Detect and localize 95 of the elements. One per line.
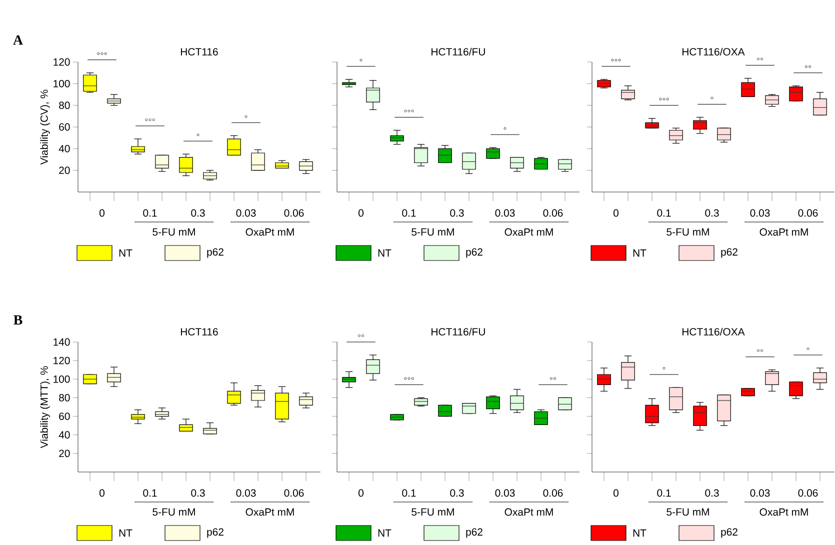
chart-title: HCT116 (180, 328, 218, 336)
text: OxaPt mM (760, 508, 808, 516)
legend-label: p62 (466, 248, 482, 258)
y-tick-label: 40 (58, 144, 70, 152)
x-tick-label: 0 (100, 209, 104, 217)
x-tick-label: 0.3 (705, 489, 719, 497)
y-tick-label: 60 (59, 123, 70, 131)
x-tick-label: 0.3 (450, 209, 464, 217)
chart-title: HCT116/FU (432, 328, 485, 336)
text: °°° (611, 58, 621, 62)
annotation: ° (806, 348, 810, 350)
text: °°° (97, 52, 107, 55)
legend-label: p62 (721, 528, 738, 538)
x-tick-label: 0.1 (402, 209, 416, 217)
x-tick-label: 0.1 (143, 489, 157, 497)
y-axis-title: Viability (MTT), % (40, 366, 50, 448)
annotation: °° (550, 377, 556, 380)
annotation: °°° (145, 118, 155, 121)
legend-label: NT (378, 529, 392, 537)
text: 5-FU mM (666, 228, 709, 236)
y-tick-label: 20 (59, 450, 70, 458)
x-tick-label: 0.3 (450, 489, 464, 497)
x-tick-label: 0.3 (705, 209, 719, 217)
x-tick-label: 0.03 (236, 209, 256, 217)
x-tick-label: 0 (100, 489, 104, 497)
annotation: ° (504, 127, 506, 130)
chart-subtitle: B (14, 315, 22, 325)
x-tick-label: 0.03 (750, 489, 770, 497)
x-tick-label: 0.06 (798, 209, 818, 217)
legend-label: p62 (207, 528, 224, 538)
text: OxaPt mM (246, 228, 294, 236)
y-tick-label: 100 (54, 80, 70, 88)
y-tick-label: 80 (59, 102, 70, 110)
annotation: ° (710, 96, 714, 100)
x-tick-label: 0.03 (495, 489, 515, 497)
y-axis-title: Viability (CV), % (40, 90, 50, 165)
x-tick-label: 0.06 (284, 209, 304, 217)
y-tick-label: 60 (59, 412, 70, 420)
x-tick-label: 0.03 (495, 209, 515, 217)
text: OxaPt mM (760, 228, 808, 236)
text: 5-FU mM (412, 508, 454, 516)
x-tick-label: 0.03 (236, 489, 256, 497)
text: 5-FU mM (412, 228, 454, 236)
chart-title: HCT116/OXA (682, 328, 745, 336)
x-tick-label: 0.1 (402, 489, 416, 497)
text: OxaPt mM (504, 508, 553, 516)
annotation: °° (804, 65, 812, 68)
y-tick-label: 120 (54, 356, 70, 364)
chart-title: HCT116/FU (432, 48, 485, 56)
annotation: °°° (659, 98, 669, 100)
annotation: ° (196, 134, 200, 136)
annotation: °° (756, 349, 764, 352)
text: 5-FU mM (152, 508, 195, 516)
annotation: ° (244, 115, 248, 118)
text: OxaPt mM (246, 508, 294, 516)
x-tick-label: 0.06 (543, 489, 563, 497)
annotation: °°° (404, 377, 414, 380)
legend-label: NT (633, 249, 646, 257)
chart-title: HCT116 (180, 48, 218, 56)
x-tick-label: 0.06 (543, 209, 563, 217)
legend-label: NT (378, 249, 392, 257)
y-tick-label: 100 (54, 375, 70, 383)
y-tick-label: 40 (58, 431, 70, 439)
x-tick-label: 0.1 (657, 209, 671, 217)
chart-subtitle: A (13, 35, 23, 45)
x-tick-label: 0.06 (284, 489, 304, 497)
text: 5-FU mM (152, 228, 195, 236)
y-tick-label: 20 (59, 166, 70, 174)
legend-label: p62 (721, 248, 738, 258)
x-tick-label: 0.1 (143, 209, 157, 217)
y-tick-label: 120 (54, 58, 70, 66)
x-tick-label: 0.1 (657, 489, 671, 497)
x-tick-label: 0.3 (191, 209, 205, 217)
legend-label: NT (119, 529, 132, 537)
annotation: ° (662, 367, 666, 370)
x-tick-label: 0.06 (798, 489, 818, 497)
legend-label: p62 (466, 528, 482, 538)
text: ° (360, 58, 362, 62)
legend-label: p62 (207, 248, 224, 258)
y-tick-label: 140 (54, 338, 70, 346)
text: °° (358, 334, 364, 338)
annotation: °°° (404, 110, 414, 112)
text: OxaPt mM (504, 228, 553, 236)
y-tick-label: 80 (59, 394, 70, 402)
x-tick-label: 0.03 (750, 209, 770, 217)
legend-label: NT (119, 249, 132, 257)
x-tick-label: 0 (614, 209, 619, 217)
text: 5-FU mM (666, 508, 709, 516)
chart-title: HCT116/OXA (682, 48, 745, 56)
text: °° (756, 58, 764, 60)
x-tick-label: 0 (358, 209, 364, 217)
legend-label: NT (633, 529, 646, 537)
x-tick-label: 0 (614, 489, 619, 497)
x-tick-label: 0 (358, 489, 364, 497)
x-tick-label: 0.3 (191, 489, 205, 497)
